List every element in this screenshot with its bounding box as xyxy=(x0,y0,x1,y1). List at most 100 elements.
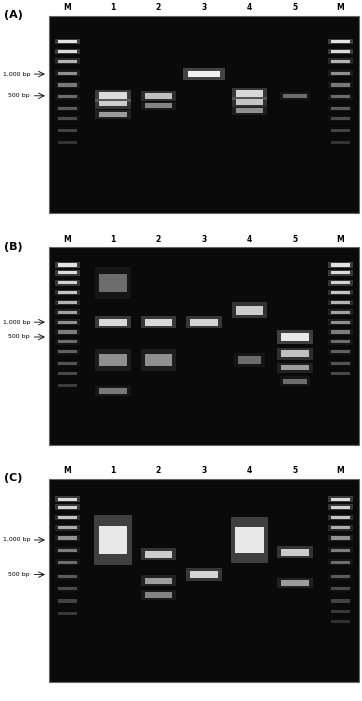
Bar xyxy=(55,339,80,345)
Bar xyxy=(145,592,172,598)
Bar xyxy=(328,70,353,76)
Bar xyxy=(58,575,77,578)
Bar xyxy=(141,102,176,109)
Text: 4: 4 xyxy=(247,4,252,13)
Bar xyxy=(55,361,80,367)
Bar xyxy=(281,580,308,585)
Bar xyxy=(55,70,80,76)
Bar xyxy=(95,316,131,328)
Bar xyxy=(55,505,80,510)
Bar xyxy=(141,576,176,586)
Bar xyxy=(58,350,77,353)
Text: M: M xyxy=(64,235,71,244)
Bar xyxy=(58,362,77,365)
Bar xyxy=(55,290,80,295)
Bar xyxy=(58,301,77,304)
Bar xyxy=(58,72,77,75)
Bar xyxy=(100,112,127,117)
Bar xyxy=(328,39,353,44)
Bar xyxy=(58,498,77,501)
Bar xyxy=(331,291,350,294)
Text: 1: 1 xyxy=(110,235,115,244)
Bar xyxy=(55,535,80,541)
Bar xyxy=(95,386,131,396)
Bar xyxy=(98,526,127,554)
Bar xyxy=(328,299,353,305)
Bar xyxy=(145,353,172,366)
Bar xyxy=(328,559,353,565)
Bar xyxy=(58,141,77,144)
Bar xyxy=(331,311,350,314)
Bar xyxy=(331,301,350,304)
Bar xyxy=(232,97,267,107)
Bar xyxy=(141,90,176,101)
Bar xyxy=(55,280,80,285)
Bar xyxy=(58,95,77,98)
Bar xyxy=(331,117,350,120)
Text: 4: 4 xyxy=(247,466,252,475)
Bar xyxy=(328,58,353,64)
Text: 500 bp: 500 bp xyxy=(8,93,30,98)
Bar xyxy=(232,88,267,100)
Bar xyxy=(49,479,359,683)
Bar xyxy=(328,48,353,54)
Bar xyxy=(55,559,80,565)
Bar xyxy=(188,71,220,77)
Bar xyxy=(331,526,350,529)
Bar xyxy=(236,109,263,113)
Bar xyxy=(328,515,353,520)
Bar xyxy=(58,548,77,552)
Bar xyxy=(328,329,353,335)
Bar xyxy=(283,379,307,384)
Bar xyxy=(55,349,80,355)
Bar xyxy=(58,599,77,603)
Bar xyxy=(331,372,350,375)
Text: M: M xyxy=(337,466,344,475)
Bar xyxy=(331,330,350,334)
Bar xyxy=(55,496,80,502)
Bar xyxy=(328,496,353,502)
Bar xyxy=(141,348,176,371)
Bar xyxy=(328,349,353,355)
Bar xyxy=(55,58,80,64)
Bar xyxy=(331,72,350,75)
Bar xyxy=(58,281,77,285)
Bar xyxy=(55,573,80,580)
Bar xyxy=(328,94,353,100)
Bar xyxy=(328,361,353,367)
Bar xyxy=(234,353,265,367)
Bar xyxy=(58,561,77,564)
Bar xyxy=(331,95,350,98)
Bar xyxy=(331,320,350,324)
Bar xyxy=(331,505,350,509)
Bar xyxy=(331,60,350,63)
Bar xyxy=(55,309,80,315)
Bar xyxy=(331,610,350,613)
Bar xyxy=(331,575,350,578)
Bar xyxy=(100,273,127,292)
Text: (C): (C) xyxy=(4,473,22,483)
Bar xyxy=(331,107,350,110)
Bar xyxy=(331,599,350,603)
Bar xyxy=(58,117,77,120)
Bar xyxy=(277,546,313,559)
Bar xyxy=(331,271,350,274)
Bar xyxy=(281,365,308,370)
Bar xyxy=(281,350,308,357)
Bar xyxy=(145,93,172,99)
Bar xyxy=(183,69,225,80)
Bar xyxy=(49,16,359,213)
Bar xyxy=(328,82,353,88)
Bar xyxy=(331,548,350,552)
Bar xyxy=(190,319,218,325)
Bar xyxy=(55,515,80,520)
Bar xyxy=(55,299,80,305)
Bar xyxy=(95,266,131,299)
Bar xyxy=(58,516,77,519)
Bar xyxy=(55,106,80,111)
Bar xyxy=(145,319,172,325)
Bar xyxy=(58,60,77,63)
Text: M: M xyxy=(64,4,71,13)
Bar xyxy=(331,561,350,564)
Bar xyxy=(55,48,80,54)
